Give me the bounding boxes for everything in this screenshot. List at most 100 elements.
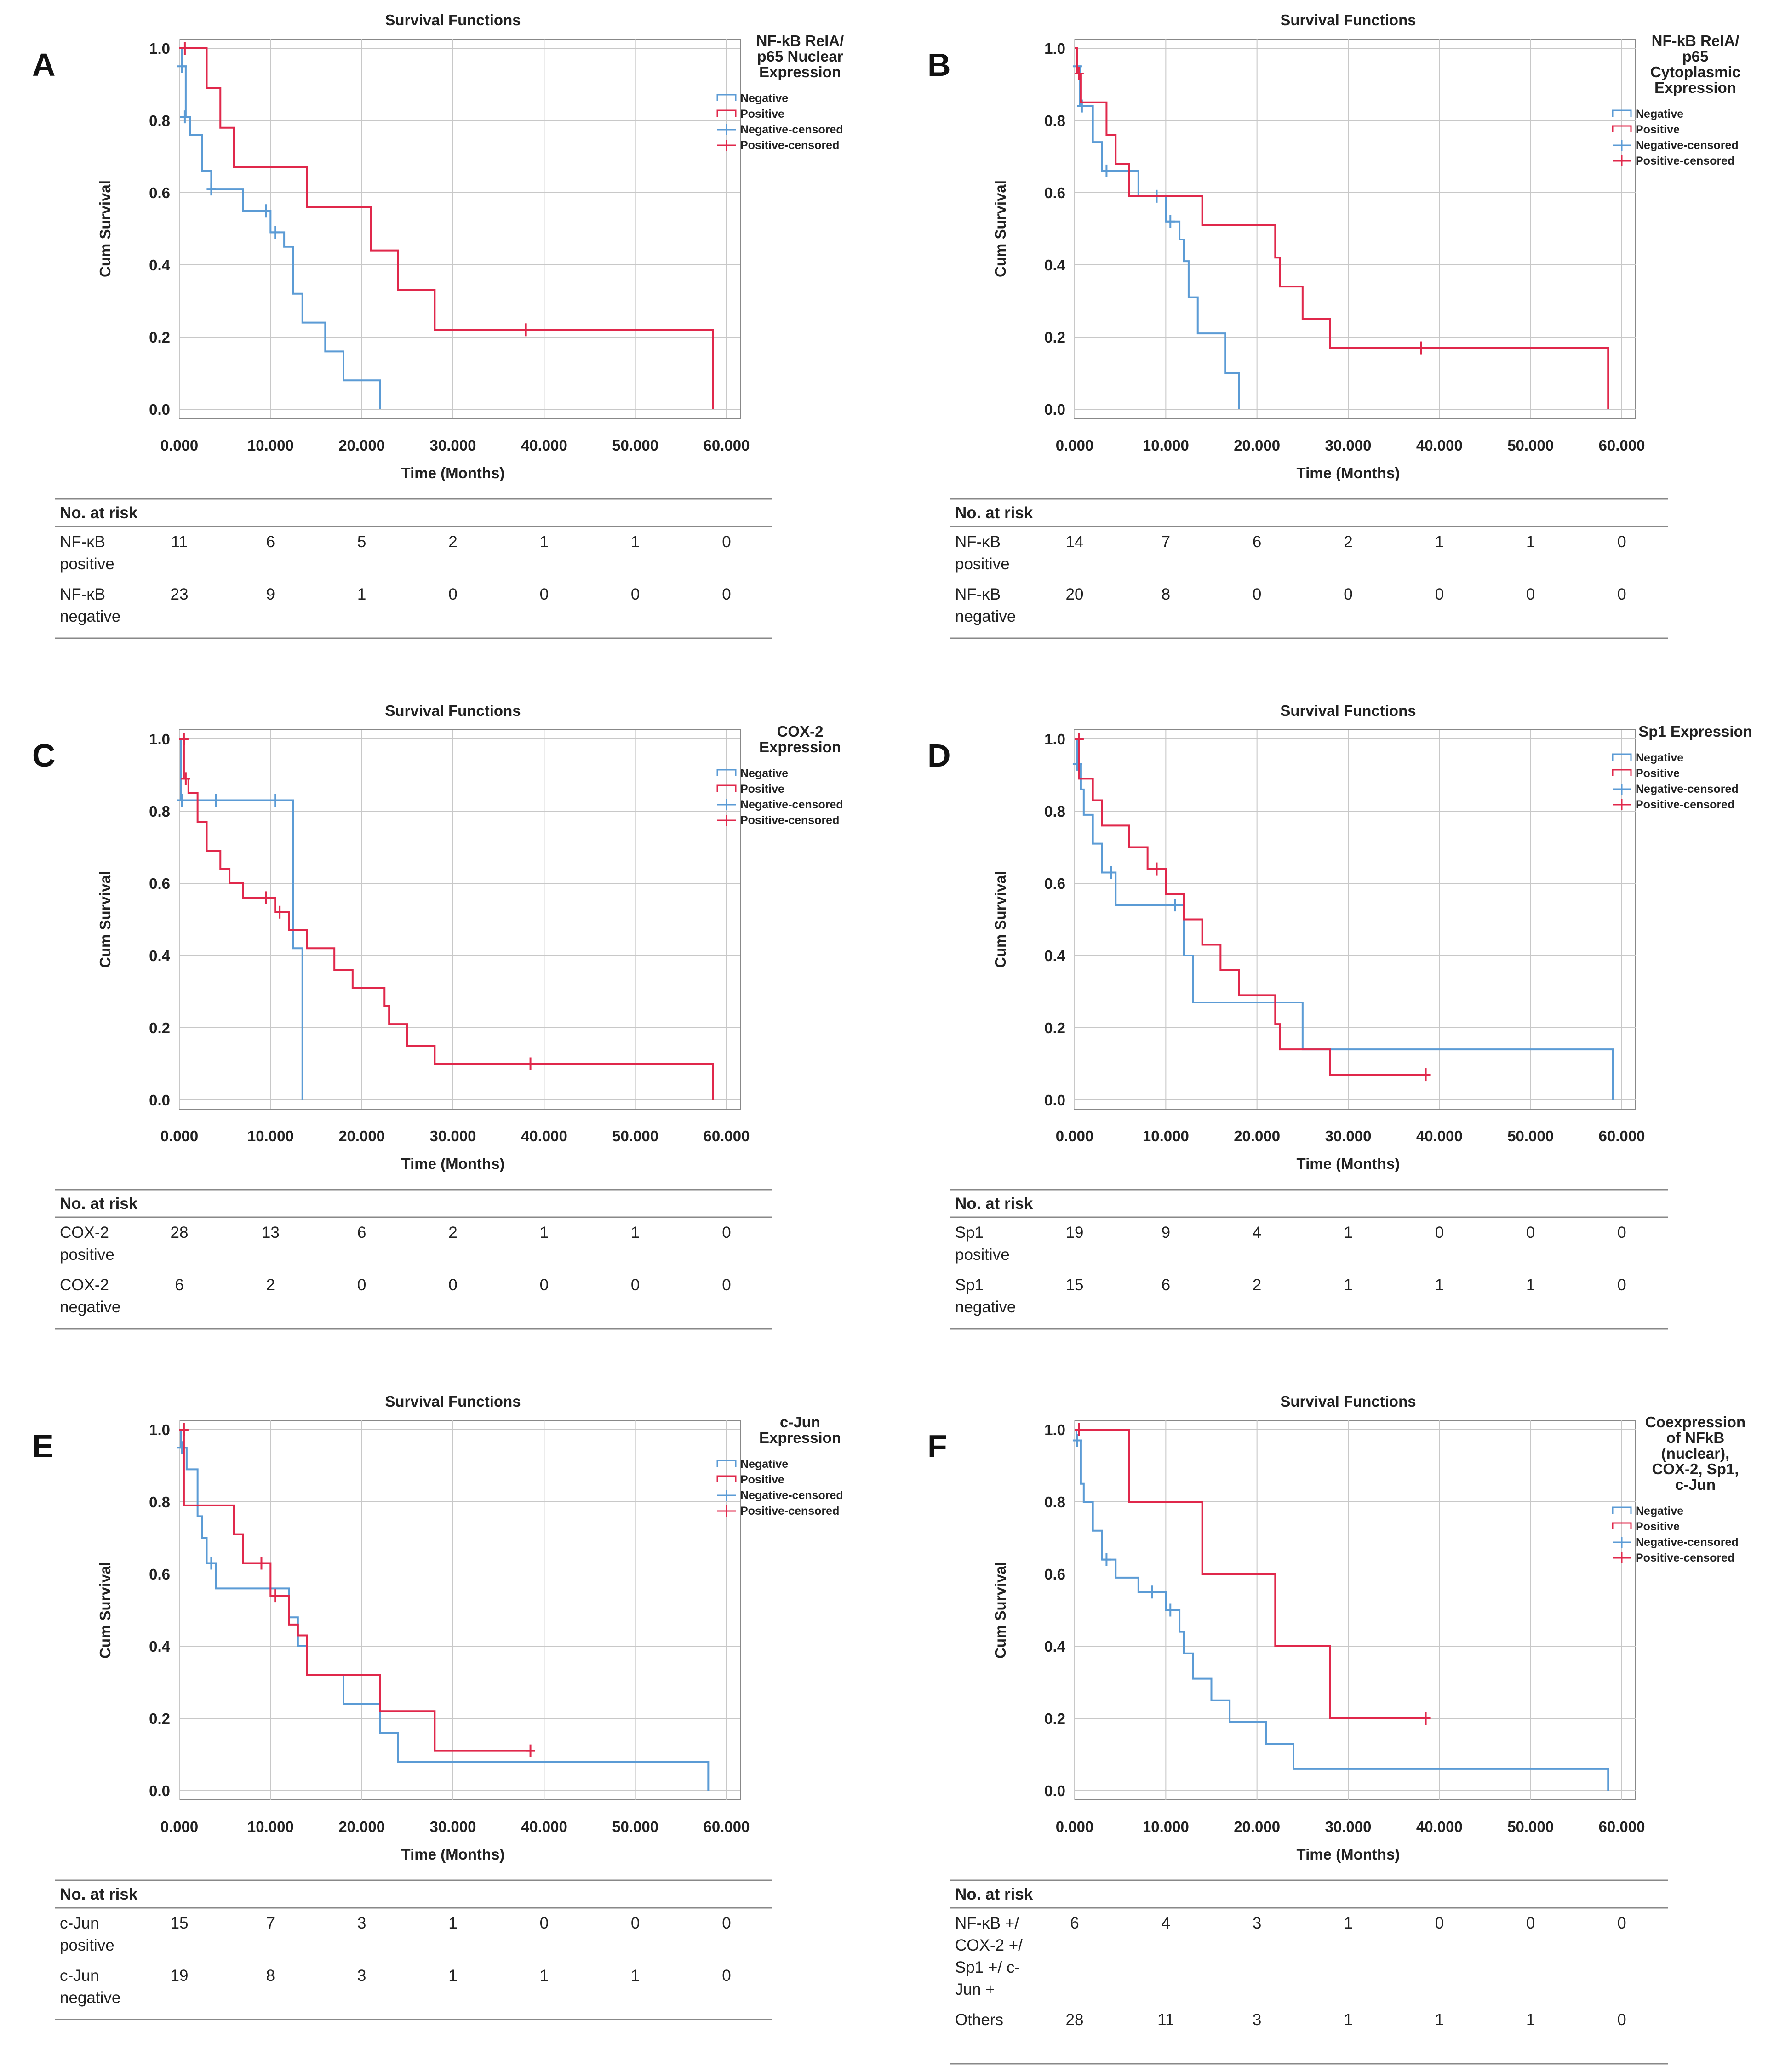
risk-value: 0 <box>540 585 549 603</box>
x-tick-label: 40.000 <box>521 1128 567 1145</box>
panel-d: D Survival Functions 0.0 0.2 0.4 0.6 0.8 1.0 0.0… <box>895 691 1791 1381</box>
risk-value: 0 <box>722 585 731 603</box>
series-line-positive <box>179 738 714 1100</box>
x-tick-label: 20.000 <box>338 1128 385 1145</box>
risk-value: 6 <box>175 1276 183 1294</box>
risk-value: 0 <box>722 1967 731 1985</box>
legend-item: Positive-censored <box>740 814 839 827</box>
x-axis-label: Time (Months) <box>1297 464 1400 481</box>
km-chart-b: B Survival Functions 0.0 0.2 0.4 0.6 0.8 1.0 0.0… <box>927 11 1740 639</box>
legend-item: Positive-censored <box>1636 798 1734 811</box>
panel-letter: F <box>927 1428 947 1464</box>
risk-row-label: c-Jun <box>60 1914 99 1932</box>
legend-title: NF-kB RelA/ <box>1652 32 1740 49</box>
risk-row-label: negative <box>955 607 1016 625</box>
risk-value: 14 <box>1066 533 1084 551</box>
x-axis-label: Time (Months) <box>401 1155 505 1172</box>
legend-title: COX-2, Sp1, <box>1652 1460 1739 1477</box>
risk-table-header: No. at risk <box>955 1885 1033 1903</box>
y-axis-label: Cum Survival <box>992 871 1009 968</box>
risk-value: 0 <box>1435 1224 1444 1242</box>
y-axis-label: Cum Survival <box>992 180 1009 277</box>
legend-title: Expression <box>759 738 841 756</box>
legend-item: Negative-censored <box>1636 1536 1739 1549</box>
risk-value: 2 <box>448 533 457 551</box>
risk-value: 0 <box>631 1276 640 1294</box>
risk-value: 19 <box>1066 1224 1084 1242</box>
legend-swatch <box>1612 109 1632 117</box>
x-axis-label: Time (Months) <box>401 1846 505 1863</box>
legend-swatch <box>716 784 737 792</box>
series-line-negative <box>1075 1429 1609 1791</box>
x-tick-label: 60.000 <box>704 1818 750 1835</box>
risk-value: 1 <box>1344 2011 1352 2029</box>
legend-swatch <box>1612 125 1632 132</box>
y-tick-label: 0.2 <box>149 329 170 346</box>
risk-value: 4 <box>1253 1224 1261 1242</box>
legend-item: Negative <box>1636 1505 1683 1517</box>
risk-value: 1 <box>1435 1276 1444 1294</box>
y-tick-label: 0.0 <box>1044 1092 1065 1109</box>
y-tick-label: 0.2 <box>1044 1019 1065 1036</box>
legend-swatch <box>716 769 737 776</box>
risk-row-label: negative <box>60 1989 120 2007</box>
risk-value: 7 <box>1162 533 1170 551</box>
panel-c: C Survival Functions 0.0 0.2 0.4 0.6 0.8 1.0 0.0… <box>0 691 895 1381</box>
risk-value: 1 <box>540 1224 549 1242</box>
risk-row-label: Others <box>955 2011 1003 2029</box>
y-tick-label: 0.6 <box>1044 184 1065 201</box>
legend-title: Expression <box>759 63 841 80</box>
x-tick-label: 60.000 <box>704 437 750 454</box>
risk-table-header: No. at risk <box>60 1885 138 1903</box>
panel-a: A Survival Functions 0.0 0.2 0.4 0.6 0.8 1.0 0.0… <box>0 0 895 691</box>
x-tick-label: 40.000 <box>1416 1818 1463 1835</box>
risk-value: 11 <box>171 533 188 551</box>
risk-row-label: COX-2 +/ <box>955 1936 1023 1954</box>
risk-row-label: positive <box>955 555 1010 573</box>
y-tick-label: 0.2 <box>1044 1710 1065 1727</box>
y-tick-label: 0.6 <box>1044 1566 1065 1583</box>
risk-value: 20 <box>1066 585 1084 603</box>
risk-value: 3 <box>1253 2011 1261 2029</box>
x-tick-label: 10.000 <box>1143 1818 1189 1835</box>
x-tick-label: 20.000 <box>338 437 385 454</box>
panel-letter: D <box>927 738 951 773</box>
risk-value: 0 <box>1526 1224 1535 1242</box>
risk-value: 1 <box>1344 1914 1352 1932</box>
x-tick-label: 20.000 <box>1234 1818 1280 1835</box>
risk-value: 0 <box>1435 585 1444 603</box>
risk-value: 28 <box>171 1224 189 1242</box>
chart-title: Survival Functions <box>385 1393 521 1410</box>
risk-value: 0 <box>540 1276 549 1294</box>
y-tick-label: 0.2 <box>149 1019 170 1036</box>
x-tick-label: 20.000 <box>338 1818 385 1835</box>
risk-value: 1 <box>1526 533 1535 551</box>
y-tick-label: 0.8 <box>149 112 170 129</box>
y-tick-label: 0.4 <box>149 947 171 964</box>
risk-value: 0 <box>1435 1914 1444 1932</box>
risk-value: 0 <box>1526 1914 1535 1932</box>
legend-item: Positive <box>1636 767 1680 780</box>
risk-value: 28 <box>1066 2011 1084 2029</box>
legend-item: Negative <box>740 92 788 105</box>
legend-title: of NFkB <box>1666 1429 1725 1446</box>
risk-value: 1 <box>448 1914 457 1932</box>
legend-swatch <box>716 109 737 117</box>
x-tick-label: 20.000 <box>1234 437 1280 454</box>
y-tick-label: 0.6 <box>1044 875 1065 892</box>
risk-value: 8 <box>266 1967 275 1985</box>
panel-e: E Survival Functions 0.0 0.2 0.4 0.6 0.8 1.0 0.0… <box>0 1381 895 2072</box>
legend-title: p65 Nuclear <box>757 48 843 65</box>
legend-swatch <box>1612 753 1632 761</box>
x-tick-label: 0.000 <box>160 437 199 454</box>
risk-value: 0 <box>1526 585 1535 603</box>
y-axis-label: Cum Survival <box>97 1562 114 1659</box>
x-tick-label: 50.000 <box>612 1128 658 1145</box>
y-tick-label: 0.4 <box>1044 1638 1066 1655</box>
chart-title: Survival Functions <box>1280 1393 1416 1410</box>
plot-frame <box>1074 39 1636 419</box>
series-line-positive <box>1075 1429 1426 1719</box>
risk-row-label: NF-κB <box>60 533 105 551</box>
plot-frame <box>179 729 741 1110</box>
risk-value: 4 <box>1162 1914 1170 1932</box>
